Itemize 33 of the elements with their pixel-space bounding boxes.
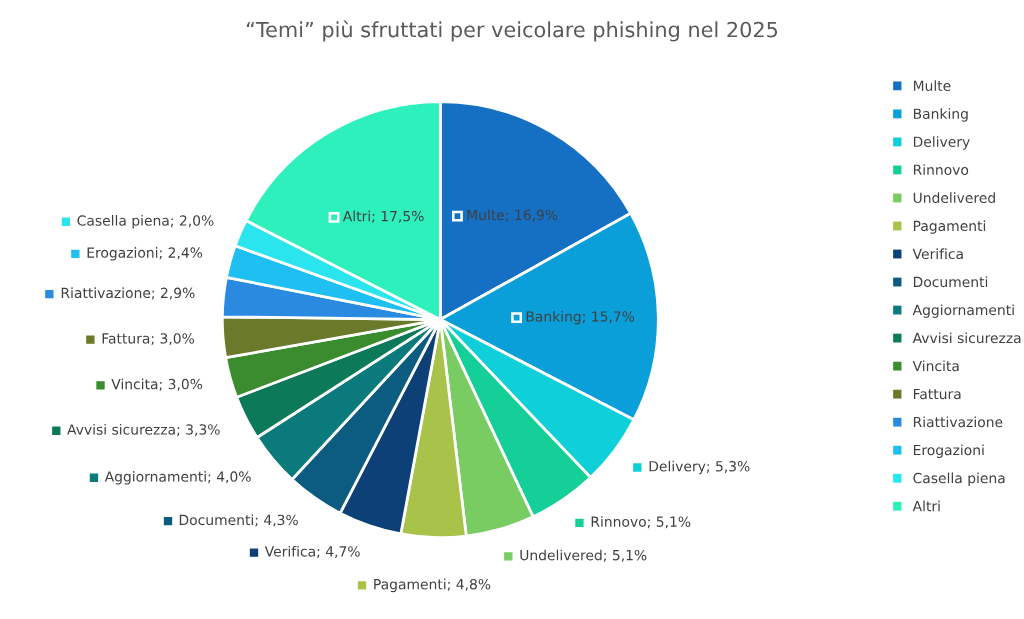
legend-label: Riattivazione [913, 416, 1003, 428]
legend-label: Delivery [913, 136, 970, 150]
legend-label: Pagamenti [913, 220, 986, 234]
legend-label: Avvisi sicurezza [912, 332, 1021, 344]
legend-label: Documenti [913, 276, 988, 288]
data-label: Undelivered; 5,1% [520, 549, 647, 562]
data-label: Banking; 15,7% [526, 310, 635, 325]
data-label: Altri; 17,5% [342, 210, 424, 223]
legend-label: Aggiornamenti [912, 304, 1014, 318]
data-label: Aggiornamenti; 4,0% [104, 471, 251, 485]
legend-label: Undelivered [913, 192, 995, 204]
legend-label: Vincita [912, 360, 959, 372]
data-label: Delivery; 5,3% [649, 460, 750, 475]
data-label: Verifica; 4,7% [264, 545, 360, 559]
data-label: Fattura; 3,0% [102, 333, 195, 346]
data-label: Vincita; 3,0% [111, 378, 203, 391]
data-label: Avvisi sicurezza; 3,3% [67, 424, 220, 437]
data-label: Pagamenti; 4,8% [374, 578, 491, 593]
legend-label: Rinnovo [913, 164, 969, 176]
data-label: Riattivazione; 2,9% [61, 287, 195, 300]
legend-label: Banking [913, 108, 968, 122]
legend-label: Fattura [913, 388, 961, 400]
data-label: Multe; 16,9% [467, 209, 558, 222]
data-label: Erogazioni; 2,4% [87, 247, 203, 261]
legend-label: Altri [912, 500, 940, 512]
legend-label: Verifica [912, 248, 963, 260]
data-label: Casella piena; 2,0% [77, 215, 214, 229]
chart-title: “Temi” più sfruttati per veicolare phishing nel 2025 [246, 20, 778, 42]
legend-label: Erogazioni [913, 444, 984, 458]
legend-label: Casella piena [913, 472, 1005, 486]
data-label: Documenti; 4,3% [179, 514, 298, 527]
legend-label: Multe [913, 80, 951, 91]
data-label: Rinnovo; 5,1% [591, 516, 691, 529]
